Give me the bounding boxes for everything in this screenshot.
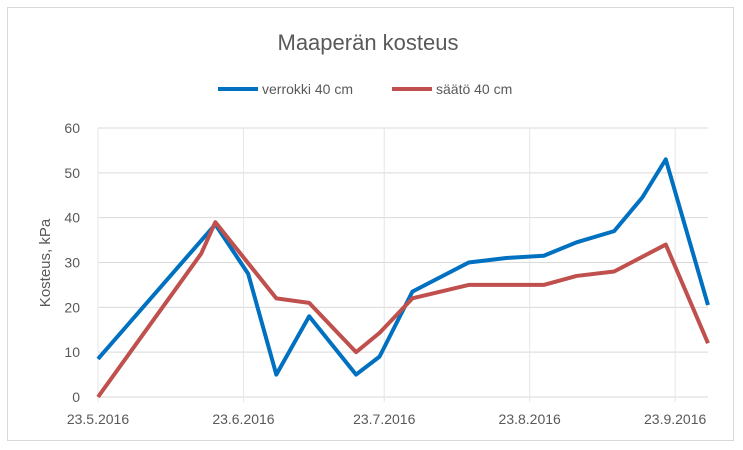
x-tick-label: 23.7.2016 <box>353 411 415 427</box>
y-tick-label: 10 <box>64 344 80 360</box>
x-tick-label: 23.9.2016 <box>644 411 706 427</box>
series-line-0 <box>96 157 710 377</box>
x-tick-label: 23.6.2016 <box>212 411 274 427</box>
x-tick-label: 23.8.2016 <box>499 411 561 427</box>
y-tick-label: 20 <box>64 299 80 315</box>
legend: verrokki 40 cm säätö 40 cm <box>218 81 512 97</box>
legend-label-1: säätö 40 cm <box>436 81 512 97</box>
chart-area <box>7 7 734 441</box>
chart-title: Maaperän kosteus <box>278 30 459 55</box>
y-tick-label: 50 <box>64 165 80 181</box>
y-axis-title: Kosteus, kPa <box>37 218 54 307</box>
y-tick-label: 60 <box>64 120 80 136</box>
x-tick-label: 23.5.2016 <box>67 411 129 427</box>
y-tick-label: 30 <box>64 255 80 271</box>
y-tick-label: 0 <box>72 389 80 405</box>
legend-label-0: verrokki 40 cm <box>262 81 353 97</box>
y-tick-label: 40 <box>64 210 80 226</box>
series-line-1 <box>96 220 710 399</box>
